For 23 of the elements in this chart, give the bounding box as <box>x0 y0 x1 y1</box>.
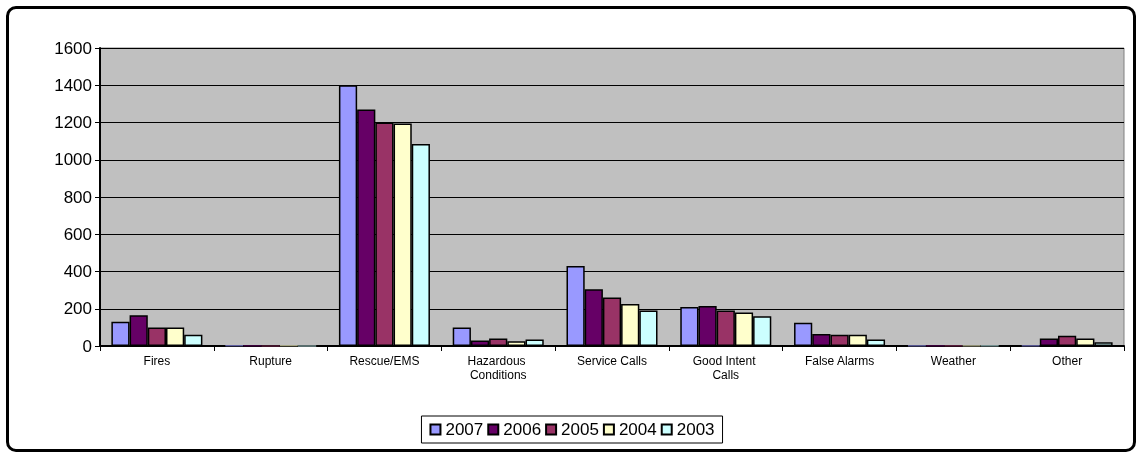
legend-label: 2005 <box>561 420 599 439</box>
x-tick-label: Other <box>1052 354 1083 368</box>
y-tick-label: 1400 <box>54 75 92 95</box>
y-tick-label: 1600 <box>54 38 92 58</box>
x-tick-label: Weather <box>930 354 976 368</box>
x-tick-label: Rescue/EMS <box>349 354 420 368</box>
x-tick-label: Good Intent Calls <box>692 354 759 382</box>
x-tick-label: False Alarms <box>804 354 875 368</box>
y-tick-label: 800 <box>63 187 92 207</box>
y-tick-label: 600 <box>63 224 92 244</box>
y-tick-label: 0 <box>82 336 92 356</box>
legend-label: 2003 <box>676 420 715 439</box>
x-tick-label: Rupture <box>249 354 293 368</box>
legend-label: 2006 <box>503 420 542 439</box>
x-tick-label: Fires <box>143 354 171 368</box>
x-tick-label: Hazardous Conditions <box>467 354 529 382</box>
y-tick-label: 200 <box>63 299 92 319</box>
legend-label: 2007 <box>445 420 484 439</box>
legend-label: 2004 <box>618 420 657 439</box>
y-tick-label: 1200 <box>54 113 92 132</box>
y-tick-label: 1000 <box>54 150 92 170</box>
y-tick-label: 400 <box>63 262 92 281</box>
x-tick-label: Service Calls <box>576 354 648 368</box>
